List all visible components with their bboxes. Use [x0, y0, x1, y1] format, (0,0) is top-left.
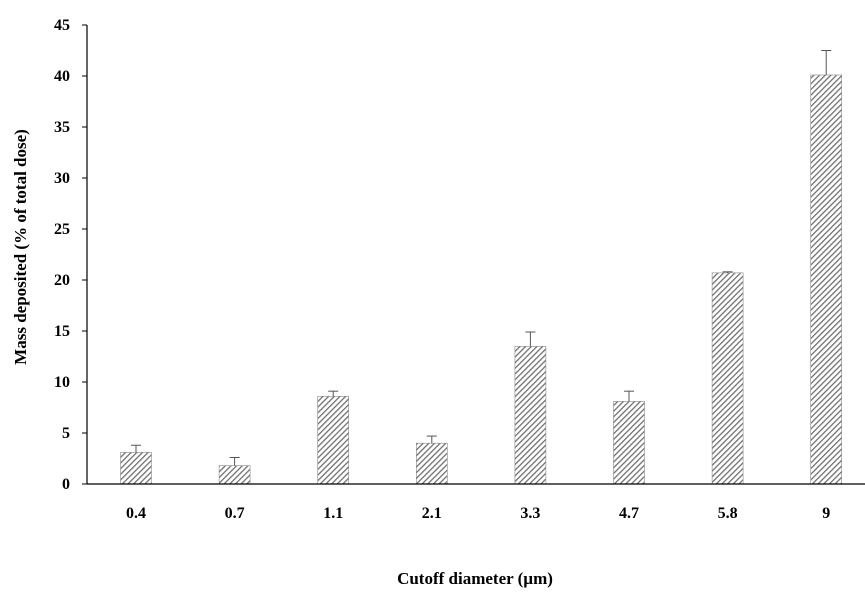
- x-axis-ticks: 0.4 0.7 1.1 2.1 3.3 4.7 5.8 9: [126, 505, 830, 522]
- bar-9: [810, 74, 843, 485]
- x-tick-label: 4.7: [619, 505, 639, 522]
- x-tick-label: 5.8: [718, 505, 738, 522]
- bar-1.1: [317, 395, 350, 485]
- x-tick-label: 0.7: [225, 505, 245, 522]
- x-tick-label: 2.1: [422, 505, 442, 522]
- y-axis-title: Mass deposited (% of total dose): [11, 129, 30, 365]
- bar-0.4: [120, 452, 152, 485]
- x-tick-label: 0.4: [126, 505, 146, 522]
- bar-3.3: [514, 345, 547, 485]
- y-tick-label: 20: [54, 272, 70, 289]
- bar-5.8: [711, 272, 744, 485]
- x-axis-title: Cutoff diameter (µm): [397, 569, 553, 588]
- y-tick-label: 0: [62, 476, 70, 493]
- y-tick-label: 40: [54, 68, 70, 85]
- y-tick-label: 30: [54, 170, 70, 187]
- y-tick-label: 35: [54, 119, 70, 136]
- y-tick-label: 15: [54, 323, 70, 340]
- y-axis-ticks: 0 5 10 15 20 25 30 35 40 45: [54, 17, 87, 493]
- x-tick-label: 3.3: [520, 505, 540, 522]
- y-tick-label: 45: [54, 17, 70, 34]
- x-tick-label: 1.1: [323, 505, 343, 522]
- y-tick-label: 5: [62, 425, 70, 442]
- y-tick-label: 10: [54, 374, 70, 391]
- bar-2.1: [415, 442, 448, 485]
- y-tick-label: 25: [54, 221, 70, 238]
- x-tick-label: 9: [822, 505, 830, 522]
- bars: [120, 50, 843, 485]
- bar-0.7: [218, 465, 251, 485]
- bar-4.7: [613, 401, 645, 485]
